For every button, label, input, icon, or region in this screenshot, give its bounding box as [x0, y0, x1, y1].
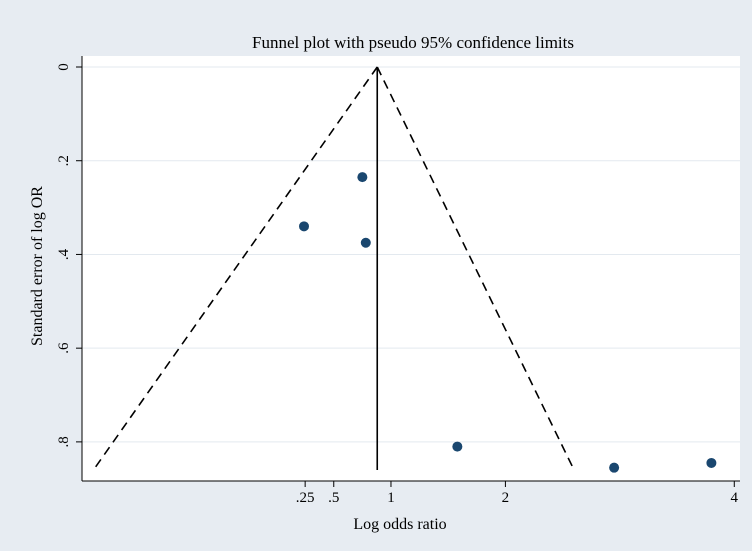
x-tick-label: 1 [387, 490, 395, 506]
y-tick-label: .6 [56, 342, 72, 354]
gridlines [82, 66, 740, 443]
data-point [299, 221, 310, 232]
confidence-limit-left [92, 66, 378, 471]
chart-title: Funnel plot with pseudo 95% confidence l… [252, 33, 574, 52]
data-point [357, 172, 368, 183]
confidence-limit-lines [92, 66, 575, 471]
data-points [299, 172, 717, 473]
data-point [452, 441, 463, 452]
y-axis-title: Standard error of log OR [29, 186, 46, 346]
data-point [360, 237, 371, 248]
x-axis-title: Log odds ratio [353, 516, 446, 533]
plot-area [82, 56, 740, 481]
x-tick-label: 4 [731, 490, 739, 506]
x-tick-label: .5 [328, 490, 339, 506]
y-axis: 0 .2 .4 .6 .8 [56, 56, 83, 481]
y-tick-label: .8 [56, 436, 72, 447]
y-tick-label: 0 [56, 63, 72, 71]
x-tick-label: 2 [502, 490, 510, 506]
x-tick-label: .25 [296, 490, 315, 506]
x-axis: .25 .5 1 2 4 [82, 480, 740, 506]
y-tick-label: .4 [56, 248, 72, 260]
data-point [609, 462, 620, 473]
y-tick-label: .2 [56, 155, 72, 166]
data-point [706, 457, 717, 468]
